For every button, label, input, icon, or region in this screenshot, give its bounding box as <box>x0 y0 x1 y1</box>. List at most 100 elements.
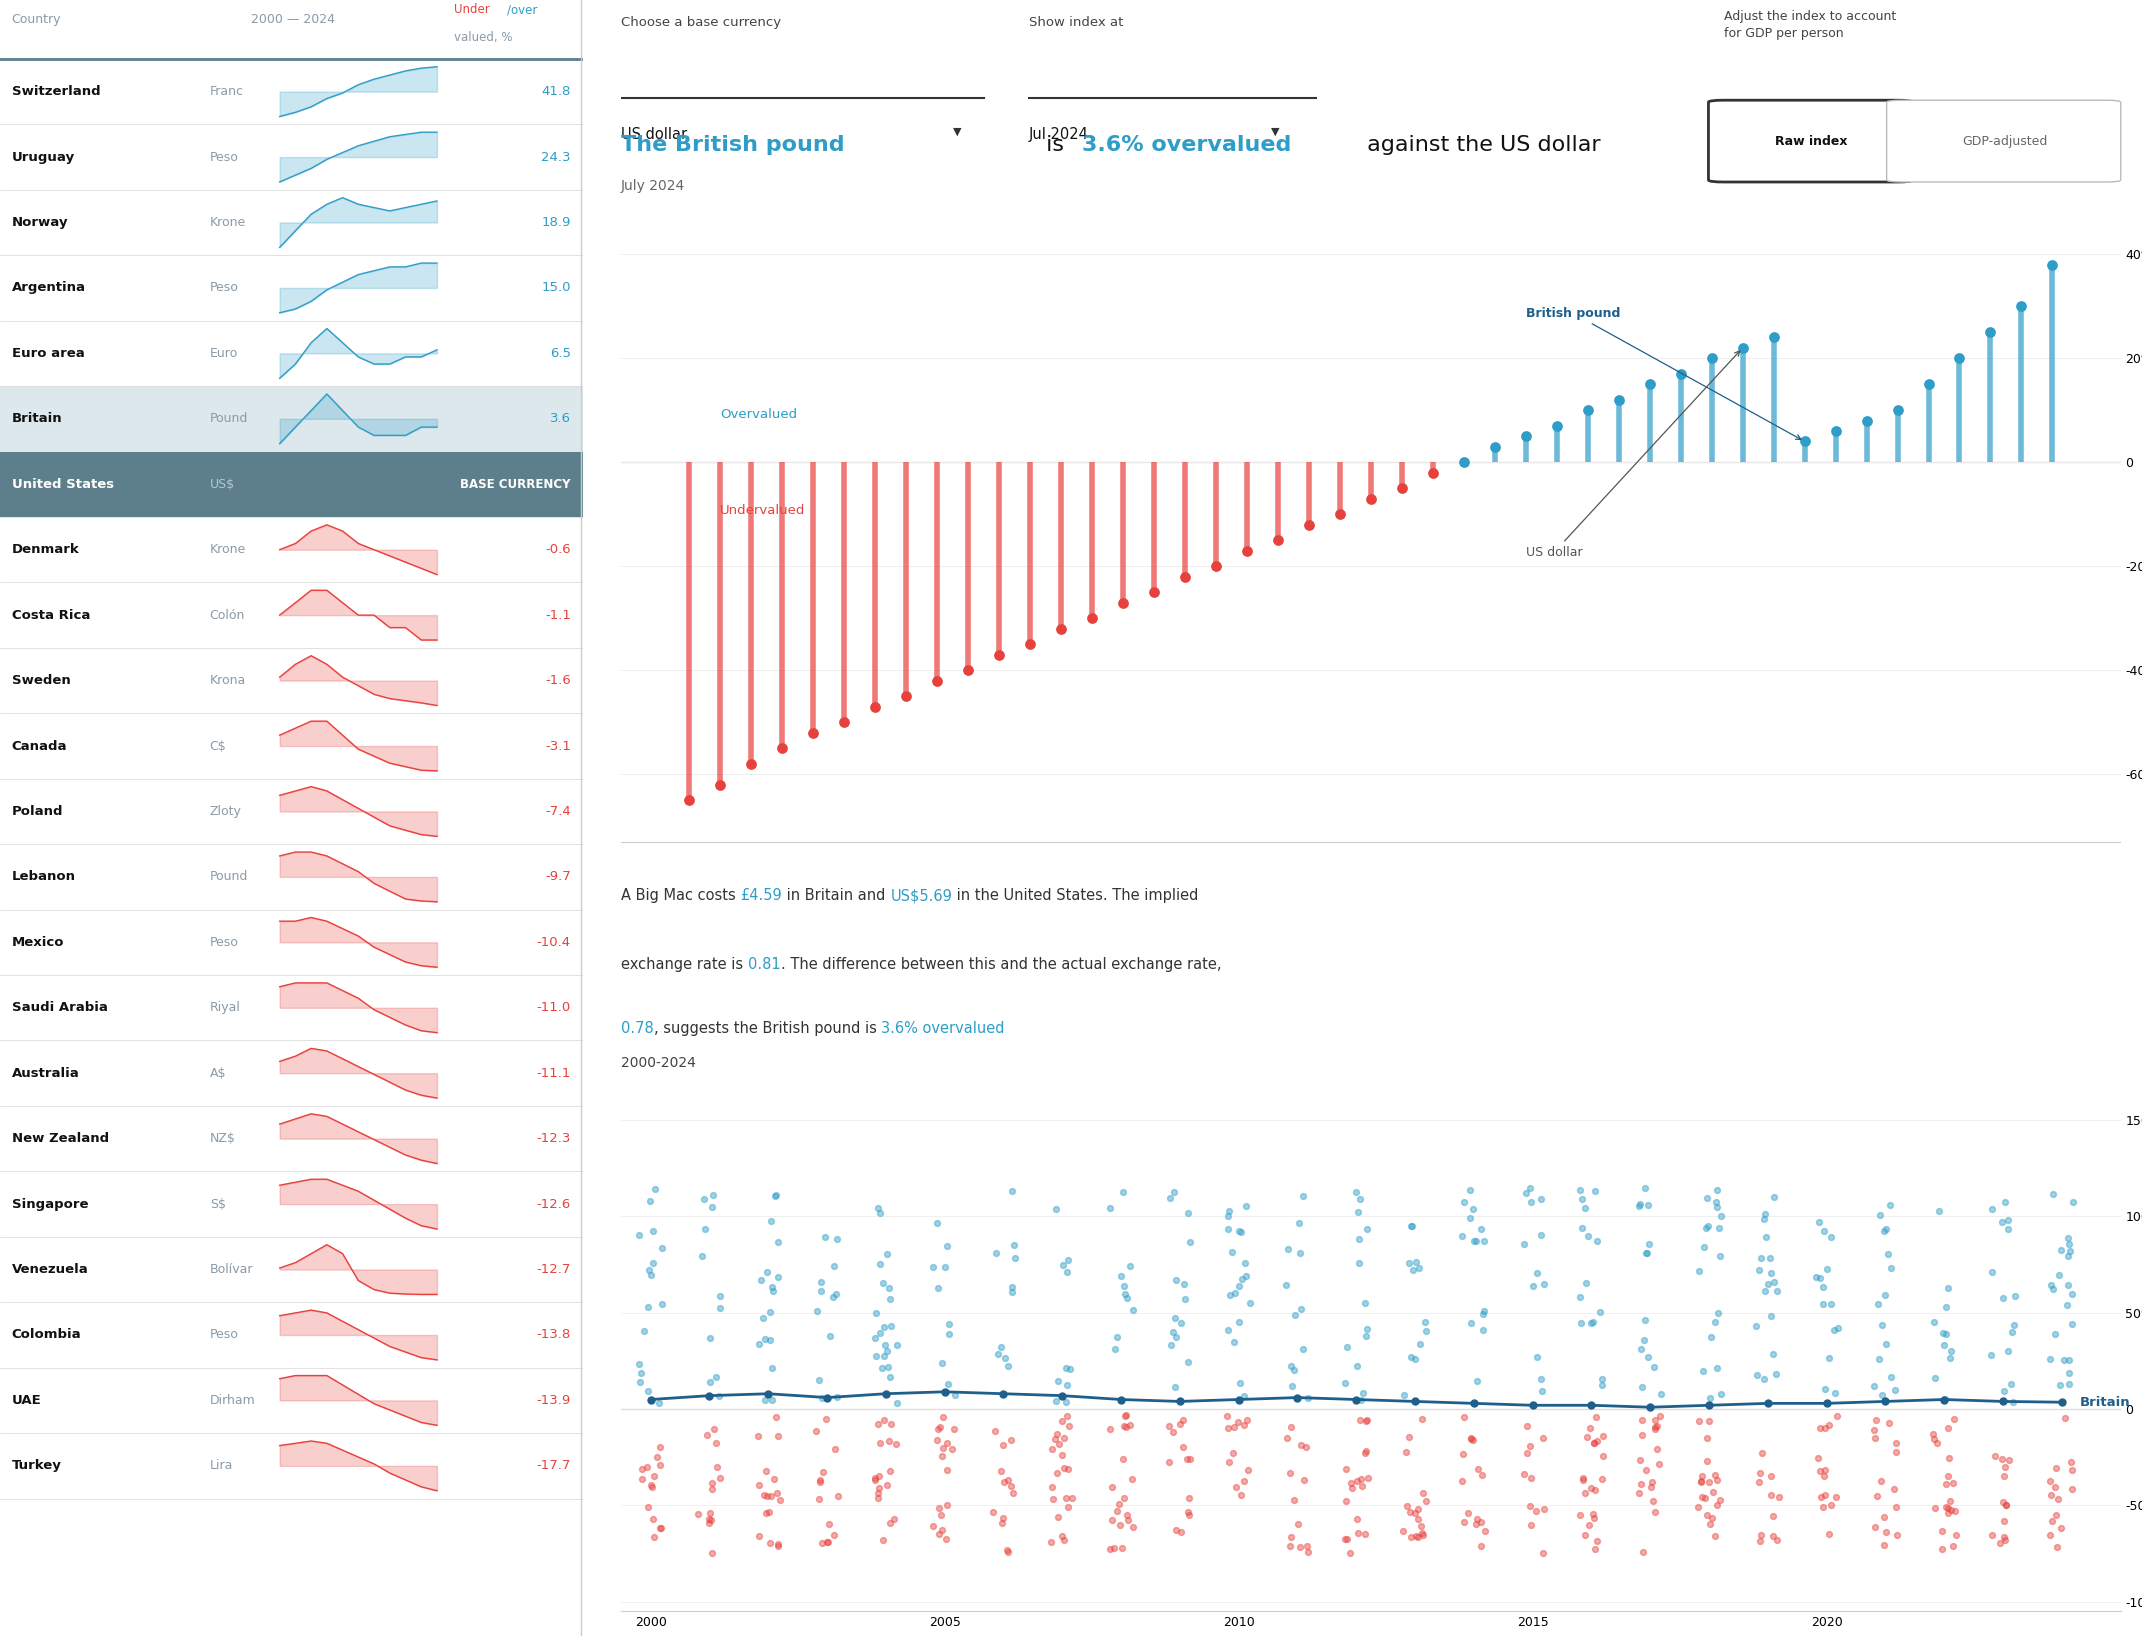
Point <box>983 1333 1017 1360</box>
Point <box>1157 1319 1191 1345</box>
Point <box>1983 1530 2018 1556</box>
Point <box>1107 1402 1142 1428</box>
Point <box>741 1330 775 1356</box>
Text: Zloty: Zloty <box>210 805 242 818</box>
Point <box>1849 407 1883 434</box>
Point <box>2033 1521 2067 1548</box>
Point <box>1688 1485 1722 1512</box>
Point <box>889 684 923 710</box>
Point <box>1699 1189 1733 1216</box>
Point <box>1512 1492 1547 1518</box>
Point <box>1172 1502 1206 1528</box>
Point <box>1116 1296 1150 1322</box>
Point <box>874 1314 908 1340</box>
Point <box>1047 1454 1082 1481</box>
Point <box>1037 1485 1071 1512</box>
Point <box>1752 1245 1786 1271</box>
Point <box>827 708 861 735</box>
Point <box>1157 1418 1191 1445</box>
Point <box>1857 1417 1891 1443</box>
Point <box>859 1301 893 1327</box>
Point <box>1696 1523 1731 1549</box>
Point <box>1574 1392 1609 1418</box>
Point <box>1928 1386 1962 1412</box>
Point <box>1577 1500 1611 1526</box>
Point <box>998 1245 1032 1271</box>
Point <box>1630 1240 1664 1266</box>
Point <box>1392 1423 1427 1449</box>
Point <box>632 1188 666 1214</box>
Point <box>750 1458 784 1484</box>
Point <box>1639 1407 1673 1433</box>
Point <box>621 1351 655 1378</box>
Point <box>1703 1204 1737 1230</box>
Point <box>2035 1508 2069 1535</box>
Point <box>1292 1384 1326 1410</box>
Point <box>1624 1407 1658 1433</box>
Point <box>1634 1469 1669 1495</box>
Text: Overvalued: Overvalued <box>720 407 797 420</box>
Point <box>1748 1278 1782 1304</box>
Point <box>1347 1291 1382 1317</box>
Point <box>1328 1526 1362 1553</box>
Point <box>1821 1404 1855 1430</box>
Point <box>927 1253 962 1279</box>
Point <box>1621 1479 1656 1505</box>
Point <box>936 1415 970 1441</box>
Point <box>1328 1456 1362 1482</box>
Point <box>985 1505 1020 1531</box>
Point <box>1521 1260 1555 1286</box>
Point <box>925 1517 960 1543</box>
Point <box>2041 1261 2076 1288</box>
Text: -10.4: -10.4 <box>538 936 572 949</box>
Point <box>1347 1521 1382 1548</box>
Point <box>1864 1467 1898 1494</box>
Point <box>1744 1461 1778 1487</box>
Point <box>1936 1469 1971 1495</box>
Point <box>743 1523 778 1549</box>
Point <box>1232 1458 1266 1484</box>
Point <box>1754 1482 1789 1508</box>
Point <box>634 1261 668 1288</box>
Text: Adjust the index to account
for GDP per person: Adjust the index to account for GDP per … <box>1724 10 1896 41</box>
Point <box>1050 1494 1084 1520</box>
Point <box>1052 1247 1086 1273</box>
Point <box>1212 1198 1247 1224</box>
Point <box>752 1327 786 1353</box>
Point <box>1223 1482 1257 1508</box>
Point <box>1097 1337 1131 1363</box>
Point <box>2046 1389 2080 1415</box>
Point <box>1035 1528 1069 1554</box>
Text: Saudi Arabia: Saudi Arabia <box>11 1001 107 1014</box>
Point <box>1701 1467 1735 1494</box>
Point <box>645 1515 679 1541</box>
Point <box>1806 1494 1840 1520</box>
Point <box>1626 1327 1660 1353</box>
Point <box>1801 1209 1836 1235</box>
Point <box>2037 1322 2071 1348</box>
Point <box>1701 1178 1735 1204</box>
Point <box>758 1404 793 1430</box>
Point <box>1632 1232 1666 1258</box>
Text: against the US dollar: against the US dollar <box>1360 136 1600 155</box>
Point <box>1446 450 1480 476</box>
Point <box>754 1299 788 1325</box>
Point <box>741 1423 775 1449</box>
Point <box>748 1327 782 1353</box>
Point <box>1392 1499 1427 1525</box>
Text: Singapore: Singapore <box>11 1198 88 1211</box>
Point <box>1932 1345 1966 1371</box>
Point <box>1401 1525 1435 1551</box>
Point <box>1568 1521 1602 1548</box>
Point <box>1343 1407 1377 1433</box>
Point <box>857 1467 891 1494</box>
Point <box>1334 1474 1369 1500</box>
Text: -7.4: -7.4 <box>546 805 572 818</box>
Point <box>1564 1178 1598 1204</box>
Point <box>872 1355 906 1381</box>
Point <box>1114 1412 1148 1438</box>
Text: ▼: ▼ <box>953 128 962 137</box>
Text: Norway: Norway <box>11 216 69 229</box>
Point <box>1221 1386 1255 1412</box>
Point <box>1152 1412 1187 1438</box>
